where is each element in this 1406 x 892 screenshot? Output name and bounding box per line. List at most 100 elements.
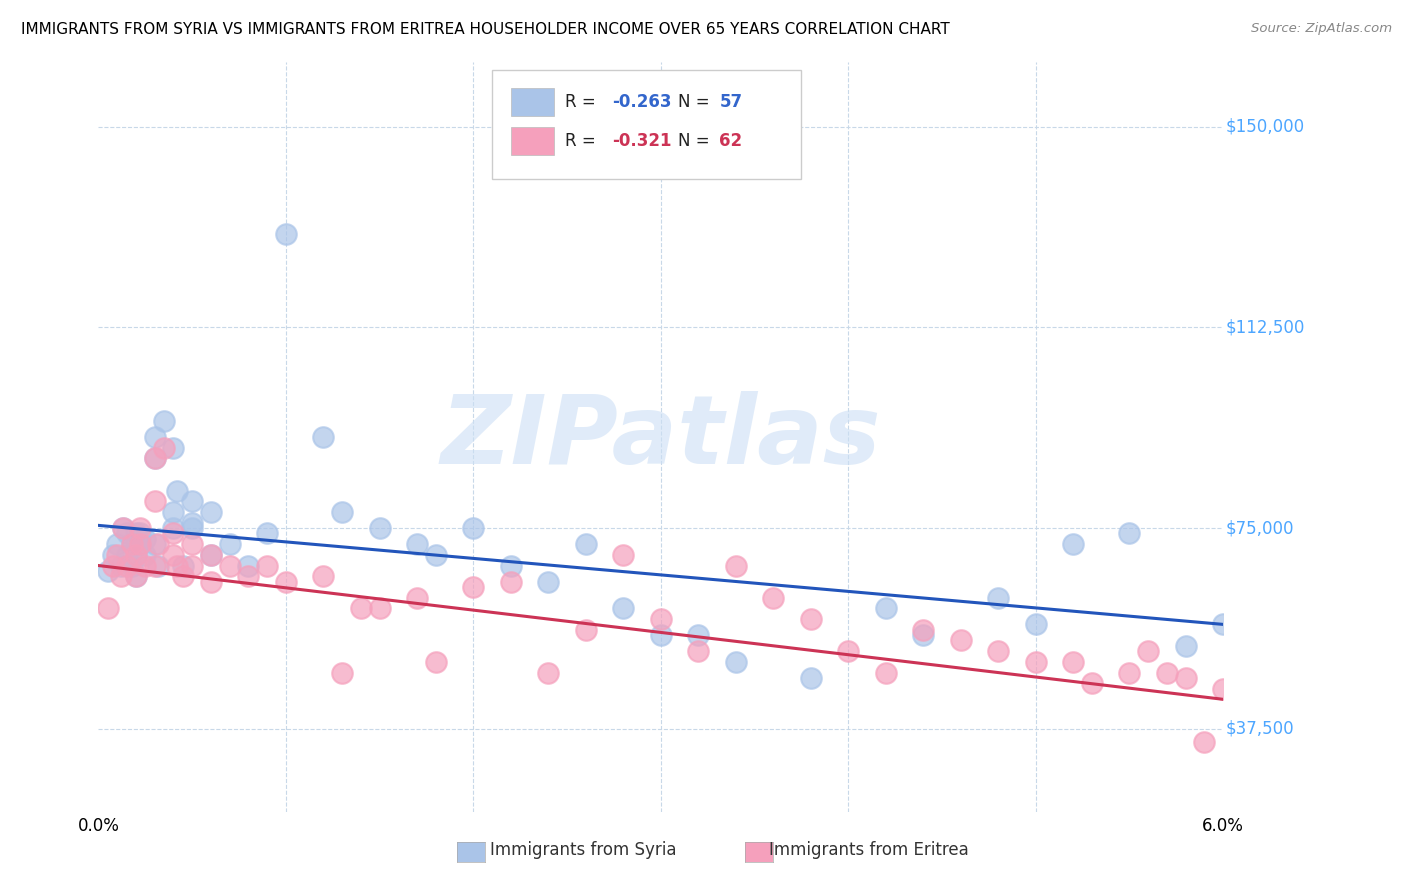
Point — [1025, 617, 1047, 632]
Point — [181, 558, 204, 573]
Point — [499, 574, 522, 589]
Point — [350, 601, 373, 615]
Point — [238, 569, 260, 583]
Point — [537, 665, 560, 680]
Point — [1081, 676, 1104, 690]
Point — [1212, 617, 1234, 632]
Point — [143, 451, 166, 466]
Point — [330, 665, 353, 680]
Point — [121, 537, 143, 551]
Point — [1250, 692, 1272, 706]
Point — [125, 548, 148, 562]
Point — [218, 537, 240, 551]
Point — [238, 558, 260, 573]
Point — [181, 516, 204, 530]
Point — [256, 558, 278, 573]
Text: ZIPatlas: ZIPatlas — [440, 391, 882, 483]
Point — [148, 558, 170, 573]
Point — [650, 628, 672, 642]
Point — [166, 483, 188, 498]
Point — [875, 665, 897, 680]
Point — [134, 548, 156, 562]
Point — [128, 537, 150, 551]
Point — [148, 537, 170, 551]
Point — [800, 671, 823, 685]
Point — [181, 537, 204, 551]
Point — [125, 526, 148, 541]
Point — [612, 548, 634, 562]
Point — [368, 521, 391, 535]
Point — [575, 623, 598, 637]
Point — [912, 623, 935, 637]
Point — [1212, 681, 1234, 696]
Point — [1118, 526, 1140, 541]
Point — [1137, 644, 1160, 658]
Point — [1025, 655, 1047, 669]
Point — [949, 633, 972, 648]
Point — [162, 526, 184, 541]
Text: R =: R = — [565, 132, 602, 150]
FancyBboxPatch shape — [512, 88, 554, 116]
Point — [115, 558, 138, 573]
Point — [1268, 708, 1291, 723]
Point — [125, 569, 148, 583]
Point — [987, 644, 1010, 658]
Point — [105, 548, 128, 562]
Point — [125, 569, 148, 583]
Point — [837, 644, 859, 658]
Point — [162, 521, 184, 535]
Text: $150,000: $150,000 — [1226, 118, 1305, 136]
Text: R =: R = — [565, 93, 602, 112]
Point — [200, 548, 222, 562]
Point — [110, 569, 132, 583]
Point — [724, 655, 747, 669]
Point — [1230, 671, 1253, 685]
Point — [425, 655, 447, 669]
Point — [103, 558, 125, 573]
Point — [406, 591, 429, 605]
Text: Immigrants from Syria: Immigrants from Syria — [491, 840, 676, 858]
Point — [218, 558, 240, 573]
Point — [274, 227, 297, 241]
Text: $37,500: $37,500 — [1226, 720, 1294, 738]
Point — [172, 569, 194, 583]
FancyBboxPatch shape — [512, 127, 554, 155]
Text: $75,000: $75,000 — [1226, 519, 1294, 537]
Point — [162, 441, 184, 455]
Point — [537, 574, 560, 589]
Point — [688, 644, 710, 658]
Text: $112,500: $112,500 — [1226, 318, 1305, 336]
Text: Immigrants from Eritrea: Immigrants from Eritrea — [769, 840, 969, 858]
Point — [105, 537, 128, 551]
Text: IMMIGRANTS FROM SYRIA VS IMMIGRANTS FROM ERITREA HOUSEHOLDER INCOME OVER 65 YEAR: IMMIGRANTS FROM SYRIA VS IMMIGRANTS FROM… — [21, 22, 950, 37]
Point — [575, 537, 598, 551]
Point — [1194, 735, 1216, 749]
Point — [650, 612, 672, 626]
Point — [134, 558, 156, 573]
Point — [111, 521, 134, 535]
Text: 62: 62 — [720, 132, 742, 150]
Text: -0.263: -0.263 — [613, 93, 672, 112]
Point — [181, 521, 204, 535]
Point — [1062, 537, 1084, 551]
Point — [143, 494, 166, 508]
Point — [162, 548, 184, 562]
Point — [162, 505, 184, 519]
Point — [143, 558, 166, 573]
Point — [115, 548, 138, 562]
Point — [125, 548, 148, 562]
Text: N =: N = — [678, 93, 714, 112]
Point — [312, 569, 335, 583]
Point — [128, 521, 150, 535]
Point — [463, 580, 485, 594]
Point — [1156, 665, 1178, 680]
Point — [153, 441, 176, 455]
Point — [1118, 665, 1140, 680]
Point — [1174, 671, 1197, 685]
Point — [181, 494, 204, 508]
Text: 57: 57 — [720, 93, 742, 112]
Point — [912, 628, 935, 642]
Point — [200, 548, 222, 562]
Point — [143, 430, 166, 444]
FancyBboxPatch shape — [492, 70, 801, 178]
